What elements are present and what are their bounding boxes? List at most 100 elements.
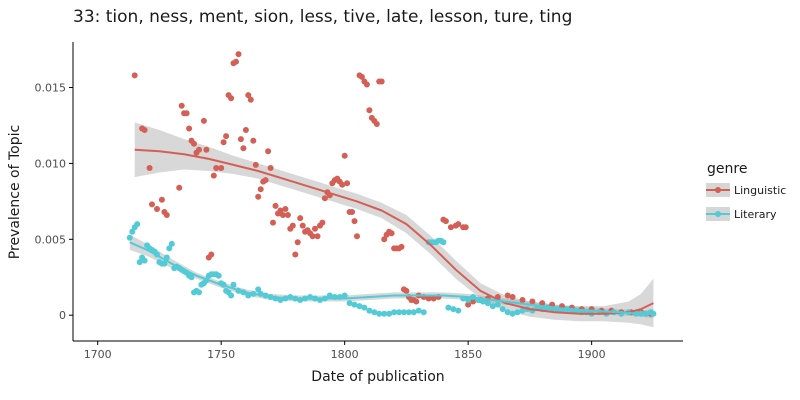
point-linguistic-10 (178, 102, 185, 109)
point-linguistic-103 (413, 298, 420, 305)
point-linguistic-113 (455, 221, 462, 228)
point-linguistic-44 (267, 165, 274, 171)
x-tick-label-1850: 1850 (454, 348, 482, 361)
point-linguistic-78 (351, 218, 358, 225)
point-literary-71 (371, 309, 378, 316)
point-literary-74 (386, 310, 393, 317)
point-linguistic-9 (176, 184, 183, 191)
point-literary-99 (494, 301, 501, 308)
point-linguistic-111 (447, 224, 454, 231)
point-linguistic-123 (519, 297, 526, 303)
point-linguistic-62 (312, 225, 318, 232)
point-literary-0 (126, 234, 133, 241)
point-linguistic-37 (250, 137, 257, 144)
point-literary-103 (514, 309, 521, 316)
point-linguistic-73 (339, 181, 346, 188)
point-linguistic-19 (203, 146, 210, 153)
point-linguistic-75 (344, 180, 351, 187)
smooth-line-literary (129, 241, 654, 315)
point-linguistic-99 (403, 287, 410, 294)
point-linguistic-4 (149, 201, 155, 208)
point-literary-77 (400, 309, 407, 316)
y-tick-label-3: 0.015 (35, 82, 67, 95)
point-literary-73 (381, 310, 388, 317)
point-linguistic-2 (141, 127, 148, 133)
point-linguistic-106 (425, 295, 432, 302)
x-axis-ticks: 1700 1750 1800 1850 1900 (84, 341, 606, 361)
band-literary (129, 234, 654, 319)
point-linguistic-126 (549, 301, 556, 308)
point-linguistic-42 (262, 177, 269, 184)
point-literary-91 (455, 307, 462, 314)
legend-point-literary (715, 211, 721, 217)
chart-title: 33: tion, ness, ment, sion, less, tive, … (73, 7, 572, 27)
point-linguistic-24 (218, 165, 225, 171)
point-literary-98 (489, 303, 496, 310)
point-linguistic-30 (233, 58, 239, 65)
y-axis-ticks: 0 0.005 0.010 0.015 (35, 82, 73, 322)
point-linguistic-57 (299, 222, 306, 229)
point-literary-96 (480, 298, 486, 305)
point-linguistic-66 (321, 195, 328, 202)
point-linguistic-77 (349, 209, 356, 215)
point-linguistic-107 (430, 295, 437, 302)
point-literary-75 (391, 309, 398, 316)
point-linguistic-33 (240, 145, 247, 152)
point-literary-1 (129, 228, 136, 235)
point-linguistic-83 (363, 81, 370, 88)
y-tick-label-2: 0.010 (35, 157, 67, 170)
point-linguistic-61 (309, 233, 316, 240)
point-literary-66 (346, 300, 353, 307)
legend-title: genre (707, 161, 747, 177)
point-literary-36 (215, 272, 222, 279)
point-linguistic-21 (208, 251, 215, 258)
point-literary-69 (361, 304, 368, 311)
legend-label-literary: Literary (734, 208, 777, 221)
point-literary-89 (445, 304, 452, 311)
legend-item-linguistic: Linguistic (706, 183, 786, 197)
point-linguistic-54 (292, 251, 299, 258)
x-tick-label-1800: 1800 (331, 348, 359, 361)
point-literary-14 (161, 260, 168, 267)
point-linguistic-50 (282, 206, 289, 212)
point-literary-67 (351, 301, 358, 308)
x-axis-title: Date of publication (311, 369, 444, 385)
point-literary-17 (168, 240, 175, 247)
point-linguistic-48 (277, 207, 284, 214)
point-linguistic-65 (319, 219, 326, 226)
point-linguistic-43 (265, 148, 272, 155)
point-linguistic-63 (314, 233, 321, 240)
point-linguistic-74 (341, 152, 348, 159)
legend-point-linguistic (715, 187, 721, 193)
point-linguistic-121 (504, 292, 511, 299)
point-linguistic-38 (252, 161, 259, 168)
smooth-line-linguistic (134, 148, 654, 315)
point-linguistic-26 (223, 133, 230, 140)
point-literary-42 (230, 281, 237, 288)
point-literary-76 (396, 309, 402, 316)
point-linguistic-53 (289, 222, 296, 229)
point-linguistic-81 (358, 73, 365, 80)
point-literary-78 (405, 309, 412, 316)
x-tick-label-1750: 1750 (207, 348, 235, 361)
point-literary-97 (484, 300, 491, 307)
point-literary-4 (136, 259, 143, 266)
legend-label-linguistic: Linguistic (734, 184, 786, 197)
point-literary-62 (326, 292, 333, 299)
point-literary-68 (356, 303, 363, 310)
x-tick-label-1700: 1700 (84, 348, 112, 361)
point-linguistic-25 (220, 139, 227, 146)
point-literary-25 (188, 274, 195, 281)
point-literary-90 (450, 306, 457, 313)
point-literary-79 (410, 309, 417, 316)
point-linguistic-40 (257, 186, 264, 193)
point-linguistic-124 (529, 298, 536, 305)
legend-item-literary: Literary (706, 207, 777, 221)
point-literary-47 (255, 286, 262, 293)
point-linguistic-51 (284, 212, 291, 218)
point-linguistic-39 (255, 193, 262, 200)
point-linguistic-5 (154, 206, 160, 212)
point-literary-70 (366, 307, 373, 314)
point-linguistic-79 (354, 233, 360, 240)
